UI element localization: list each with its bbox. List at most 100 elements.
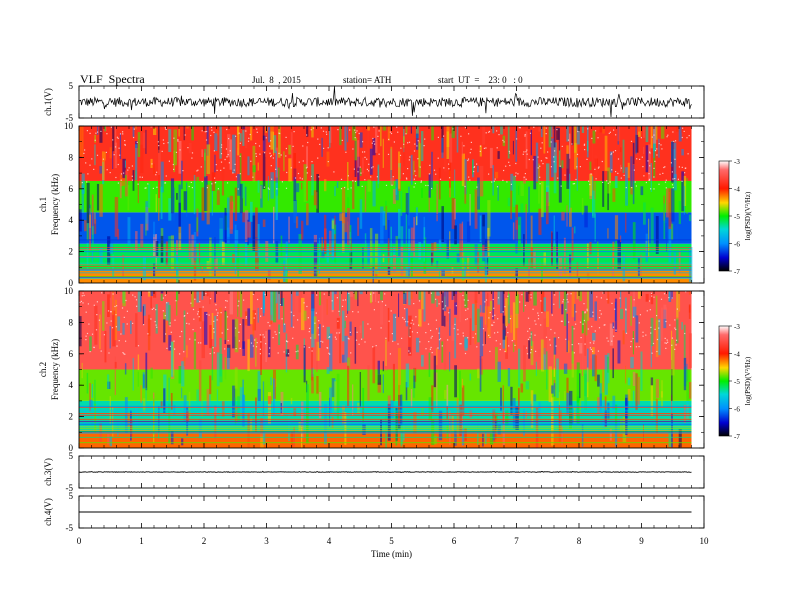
spectrogram-streak bbox=[334, 291, 337, 295]
colorbar bbox=[718, 325, 730, 437]
spectrogram-streak bbox=[153, 234, 157, 256]
spectrogram-speckle bbox=[571, 344, 573, 346]
spectrogram-streak bbox=[392, 189, 396, 204]
spectrogram-speckle bbox=[554, 294, 556, 296]
spectrogram-streak bbox=[318, 324, 321, 348]
spectrogram-speckle bbox=[497, 318, 499, 320]
spectrogram-speckle bbox=[333, 171, 335, 173]
spectrogram-streak bbox=[645, 145, 649, 173]
spectrogram-speckle bbox=[347, 337, 349, 339]
spectrogram-streak bbox=[242, 395, 246, 410]
spectrogram-speckle bbox=[131, 165, 133, 167]
spectrogram-streak bbox=[650, 378, 654, 417]
spectrogram-speckle bbox=[521, 294, 523, 296]
spectrogram-speckle bbox=[165, 128, 167, 130]
spectrogram-streak bbox=[637, 126, 641, 132]
spectrogram-streak bbox=[632, 164, 635, 205]
spectrogram-streak bbox=[553, 155, 557, 194]
spectrogram-streak bbox=[385, 200, 387, 230]
spectrogram-streak bbox=[538, 126, 541, 132]
spectrogram-streak bbox=[114, 299, 117, 341]
spectrogram-streak bbox=[94, 403, 97, 434]
spectrogram-speckle bbox=[86, 181, 88, 183]
spectrogram-speckle bbox=[588, 180, 590, 182]
spectrogram-speckle bbox=[539, 183, 541, 185]
spectrogram-streak bbox=[423, 227, 426, 262]
spectrogram-streak bbox=[589, 161, 592, 170]
spectrogram-speckle bbox=[285, 147, 287, 150]
spectrogram-speckle bbox=[371, 142, 373, 144]
spectrogram-streak bbox=[461, 221, 464, 260]
spectrogram-streak bbox=[505, 410, 509, 426]
spectrogram-speckle bbox=[237, 305, 239, 307]
spectrogram-speckle bbox=[201, 181, 203, 183]
spectrogram-streak bbox=[523, 409, 525, 436]
spectrogram-streak bbox=[530, 129, 532, 156]
spectrogram-speckle bbox=[255, 153, 257, 155]
spectrogram-streak bbox=[262, 219, 266, 227]
spectrogram-streak bbox=[380, 206, 384, 245]
spectrogram-streak bbox=[181, 438, 184, 446]
spectrogram-streak bbox=[648, 218, 650, 257]
spectrogram-speckle bbox=[109, 172, 111, 174]
spectrogram-speckle bbox=[348, 292, 350, 294]
spectrogram-streak bbox=[311, 164, 314, 196]
spectrogram-streak bbox=[117, 316, 121, 331]
spectrogram-speckle bbox=[327, 147, 329, 149]
spectrogram-speckle bbox=[431, 335, 433, 337]
spectrogram-speckle bbox=[177, 139, 179, 141]
spectrogram-speckle bbox=[124, 353, 126, 355]
spectrogram-streak bbox=[135, 231, 138, 251]
spectrogram-streak bbox=[109, 436, 113, 447]
spectrogram-streak bbox=[347, 126, 349, 143]
spectrogram-streak bbox=[257, 180, 260, 193]
y-axis-label: ch.1 bbox=[38, 197, 48, 212]
spectrogram-streak bbox=[206, 389, 210, 416]
spectrogram-streak bbox=[89, 383, 91, 412]
spectrogram-speckle bbox=[144, 187, 146, 189]
spectrogram-speckle bbox=[193, 318, 195, 320]
spectrogram-streak bbox=[546, 351, 548, 390]
spectrogram-streak bbox=[489, 432, 493, 445]
spectrogram-speckle bbox=[530, 297, 532, 299]
spectrogram-speckle bbox=[413, 303, 415, 305]
spectrogram-speckle bbox=[285, 187, 288, 189]
spectrogram-speckle bbox=[115, 326, 117, 328]
spectrogram-speckle bbox=[609, 181, 611, 183]
spectrogram-speckle bbox=[315, 312, 317, 314]
spectrogram-streak bbox=[372, 347, 376, 384]
spectrogram-speckle bbox=[344, 299, 347, 301]
colorbar-tick-label: -6 bbox=[734, 406, 740, 414]
spectrogram-speckle bbox=[612, 151, 614, 153]
spectrogram-speckle bbox=[211, 129, 213, 131]
spectrogram-speckle bbox=[197, 311, 199, 313]
spectrogram-speckle bbox=[653, 167, 655, 169]
spectrogram-streak bbox=[168, 198, 172, 221]
spectrogram-speckle bbox=[678, 166, 680, 168]
spectrogram-speckle bbox=[547, 151, 549, 153]
spectrogram-streak bbox=[464, 428, 467, 441]
spectrogram-streak bbox=[377, 164, 380, 184]
spectrogram-streak bbox=[347, 292, 351, 311]
spectrogram-speckle bbox=[586, 310, 588, 312]
spectrogram-speckle bbox=[414, 143, 416, 145]
spectrogram-speckle bbox=[672, 187, 674, 189]
spectrogram-speckle bbox=[370, 293, 372, 295]
spectrogram-speckle bbox=[661, 148, 663, 150]
spectrogram-streak bbox=[357, 140, 359, 168]
spectrogram-streak bbox=[482, 291, 486, 313]
spectrogram-speckle bbox=[550, 328, 552, 331]
spectrogram-speckle bbox=[237, 188, 239, 190]
spectrogram-speckle bbox=[402, 173, 404, 175]
spectrogram-streak bbox=[405, 213, 408, 253]
spectrogram-speckle bbox=[212, 347, 214, 349]
spectrogram-speckle bbox=[91, 158, 93, 160]
spectrogram-streak bbox=[400, 191, 403, 216]
spectrogram-streak bbox=[451, 416, 454, 431]
spectrogram-streak bbox=[650, 207, 654, 247]
spectrogram-speckle bbox=[370, 176, 372, 178]
spectrogram-speckle bbox=[364, 179, 366, 181]
spectrogram-streak bbox=[627, 389, 631, 401]
spectrogram-speckle bbox=[228, 138, 230, 140]
spectrogram-speckle bbox=[493, 180, 495, 182]
